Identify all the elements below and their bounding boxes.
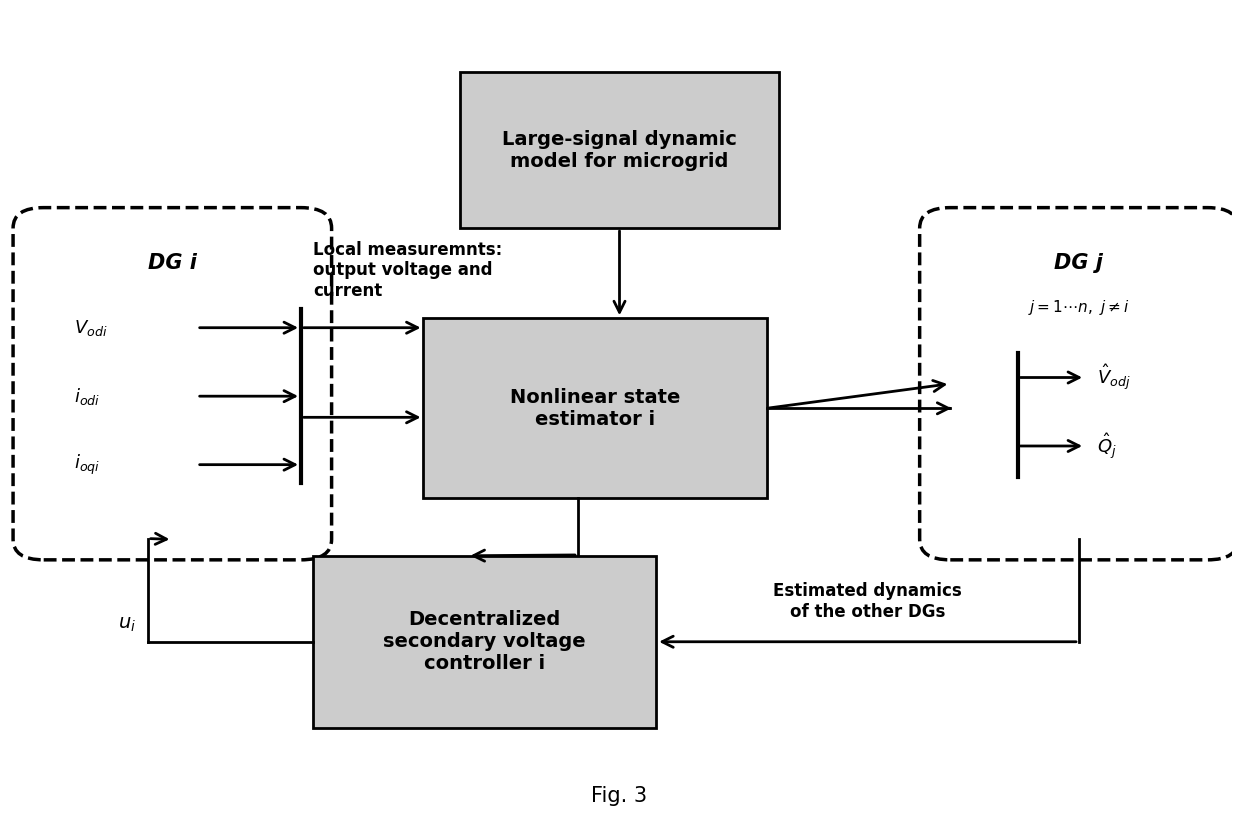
Text: $\hat{Q}_j$: $\hat{Q}_j$	[1098, 431, 1118, 461]
Text: $i_{odi}$: $i_{odi}$	[74, 386, 100, 407]
Text: $i_{oqi}$: $i_{oqi}$	[74, 452, 100, 476]
Text: $V_{odi}$: $V_{odi}$	[74, 317, 108, 337]
Text: DG j: DG j	[1054, 252, 1104, 272]
Text: $j=1\cdots n,\ j\neq i$: $j=1\cdots n,\ j\neq i$	[1028, 297, 1130, 317]
Text: Nonlinear state
estimator i: Nonlinear state estimator i	[509, 388, 680, 429]
Text: $\boldsymbol{u_i}$: $\boldsymbol{u_i}$	[118, 615, 135, 634]
FancyBboxPatch shape	[460, 72, 779, 228]
FancyBboxPatch shape	[14, 207, 332, 560]
Text: Decentralized
secondary voltage
controller i: Decentralized secondary voltage controll…	[383, 611, 586, 673]
FancyBboxPatch shape	[424, 318, 767, 498]
FancyBboxPatch shape	[313, 556, 657, 728]
FancyBboxPatch shape	[919, 207, 1238, 560]
Text: Large-signal dynamic
model for microgrid: Large-signal dynamic model for microgrid	[502, 130, 737, 171]
Text: Estimated dynamics
of the other DGs: Estimated dynamics of the other DGs	[773, 582, 961, 621]
Text: DG i: DG i	[147, 252, 197, 272]
Text: Local measuremnts:
output voltage and
current: Local measuremnts: output voltage and cu…	[313, 241, 503, 300]
Text: Fig. 3: Fig. 3	[591, 786, 648, 806]
Text: $\hat{V}_{odj}$: $\hat{V}_{odj}$	[1098, 362, 1131, 392]
